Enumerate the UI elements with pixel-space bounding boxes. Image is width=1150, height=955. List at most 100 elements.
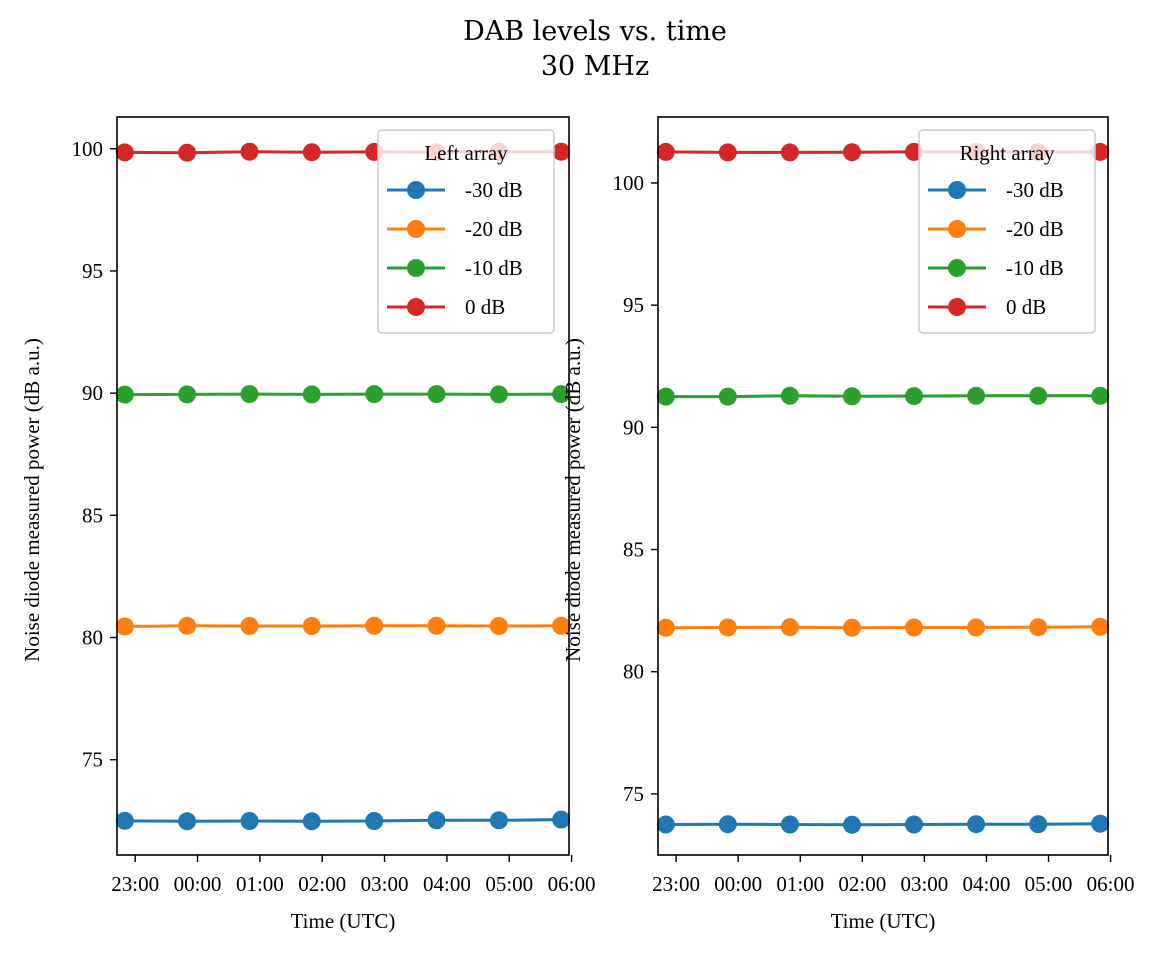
y-tick-label: 95: [82, 259, 103, 283]
legend-label: -10 dB: [1006, 256, 1064, 280]
figure-title: DAB levels vs. time: [463, 16, 727, 47]
y-tick-label: 95: [623, 293, 644, 317]
data-point: [780, 618, 799, 637]
data-point: [178, 616, 197, 635]
data-point: [489, 811, 508, 830]
data-point: [780, 143, 799, 162]
x-tick-label: 02:00: [298, 872, 346, 896]
legend-label: -20 dB: [465, 217, 523, 241]
x-axis-label: Time (UTC): [291, 909, 396, 933]
legend-label: 0 dB: [1006, 295, 1046, 319]
data-point: [967, 386, 986, 405]
x-tick-label: 05:00: [1025, 872, 1073, 896]
data-point: [967, 815, 986, 834]
series-line: [124, 392, 562, 397]
series-line: [124, 624, 562, 628]
data-point: [178, 812, 197, 831]
data-point: [843, 387, 861, 406]
data-point: [115, 811, 134, 830]
data-point: [905, 618, 923, 637]
y-tick-label: 90: [82, 381, 103, 405]
chart-panel-left: 75 80 85 90 95 100 23:00 00:00 01:00 02:00 03:00 04…: [20, 116, 596, 933]
data-point: [178, 385, 197, 404]
y-tick-label: 75: [82, 748, 103, 772]
data-point: [843, 143, 861, 162]
data-point: [427, 385, 446, 404]
data-point: [780, 815, 799, 834]
y-tick-label: 85: [82, 503, 103, 527]
y-tick-label: 90: [623, 415, 644, 439]
data-point: [302, 812, 321, 831]
data-point: [115, 385, 134, 404]
x-tick-label: 23:00: [652, 872, 700, 896]
y-tick-label: 80: [82, 626, 103, 650]
data-point: [178, 143, 197, 162]
y-tick-label: 85: [623, 538, 644, 562]
data-point: [1091, 814, 1110, 833]
x-tick-label: 04:00: [963, 872, 1011, 896]
legend-box: [377, 129, 555, 334]
series-minus10dB: [115, 385, 571, 404]
x-tick-label: 01:00: [236, 872, 284, 896]
y-tick-label: 100: [613, 171, 645, 195]
data-point: [552, 142, 571, 161]
data-point: [489, 617, 508, 635]
legend: Left array -30 dB -20 dB -10 dB 0 dB: [377, 129, 555, 334]
legend-label: 0 dB: [465, 295, 505, 319]
data-point: [115, 143, 134, 162]
x-tick-label: 01:00: [776, 872, 824, 896]
y-tick-label: 80: [623, 660, 644, 684]
data-point: [365, 812, 384, 830]
figure-subtitle: 30 MHz: [540, 51, 650, 82]
series-minus20dB: [656, 617, 1110, 637]
legend-label: -20 dB: [1006, 217, 1064, 241]
legend-title: Right array: [959, 141, 1055, 165]
series-line: [665, 625, 1101, 630]
legend-title: Left array: [424, 141, 508, 165]
data-point: [718, 387, 737, 406]
legend-box: [918, 129, 1096, 334]
series-minus20dB: [115, 616, 571, 636]
series-minus10dB: [656, 386, 1110, 406]
data-point: [1029, 386, 1048, 405]
x-tick-label: 23:00: [111, 872, 159, 896]
data-point: [552, 385, 571, 404]
data-point: [427, 811, 446, 830]
x-axis-label: Time (UTC): [831, 909, 936, 933]
data-point: [240, 617, 259, 635]
data-point: [489, 385, 508, 404]
data-point: [905, 387, 923, 406]
series-line: [124, 818, 562, 823]
data-point: [240, 385, 259, 404]
data-point: [115, 617, 134, 636]
x-tick-label: 04:00: [423, 872, 471, 896]
y-axis-label: Noise diode measured power (dB a.u.): [20, 338, 44, 662]
legend-swatch-marker: [948, 298, 966, 316]
legend-label: -30 dB: [465, 178, 523, 202]
data-point: [843, 815, 861, 834]
legend-swatch-marker: [948, 259, 966, 277]
legend-swatch-marker: [407, 181, 425, 199]
data-point: [1091, 386, 1110, 405]
data-point: [552, 810, 571, 829]
data-point: [780, 386, 799, 405]
data-point: [718, 618, 737, 637]
data-point: [967, 618, 986, 637]
legend-swatch-marker: [407, 220, 425, 238]
data-point: [656, 387, 675, 406]
series-line: [665, 822, 1101, 827]
axes-frame: [657, 116, 1109, 856]
data-point: [718, 815, 737, 834]
series-line: [665, 394, 1101, 399]
data-point: [240, 812, 259, 830]
legend-swatch-marker: [948, 220, 966, 238]
y-tick-label: 100: [72, 137, 104, 161]
data-point: [427, 616, 446, 635]
y-axis-label: Noise diode measured power (dB a.u.): [561, 338, 585, 662]
legend-label: -30 dB: [1006, 178, 1064, 202]
data-point: [656, 618, 675, 637]
legend-swatch-marker: [407, 298, 425, 316]
data-point: [843, 618, 861, 637]
